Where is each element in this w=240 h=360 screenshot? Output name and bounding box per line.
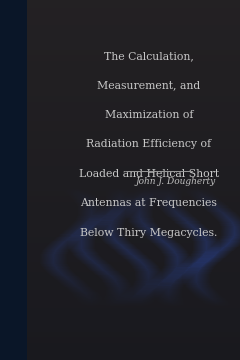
Text: Antennas at Frequencies: Antennas at Frequencies (80, 198, 217, 208)
Text: Below Thiry Megacycles.: Below Thiry Megacycles. (80, 228, 217, 238)
Text: Maximization of: Maximization of (105, 110, 193, 120)
Text: Loaded and Helical Short: Loaded and Helical Short (79, 169, 219, 179)
Text: John J. Dougherty: John J. Dougherty (135, 177, 215, 186)
Text: Radiation Efficiency of: Radiation Efficiency of (86, 139, 211, 149)
Text: The Calculation,: The Calculation, (104, 51, 194, 61)
Text: Measurement, and: Measurement, and (97, 80, 200, 90)
